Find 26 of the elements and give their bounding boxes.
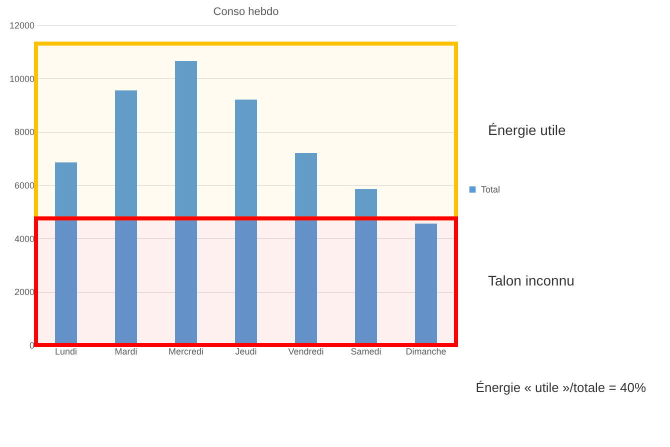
y-tick-label: 2000 xyxy=(14,287,34,298)
x-tick-label: Samedi xyxy=(350,346,382,356)
x-tick-label: Vendredi xyxy=(288,346,324,356)
band-label: Talon inconnu xyxy=(488,272,574,289)
legend-label: Total xyxy=(481,184,500,194)
x-tick-label: Mercredi xyxy=(168,346,204,356)
chart-title: Conso hebdo xyxy=(213,6,279,18)
bar xyxy=(295,153,317,345)
y-tick-label: 10000 xyxy=(9,74,34,84)
y-tick-label: 6000 xyxy=(14,180,34,190)
bar xyxy=(235,100,257,345)
y-tick-label: 4000 xyxy=(14,234,34,244)
bar xyxy=(355,189,377,345)
bar xyxy=(415,224,437,345)
x-tick-label: Mardi xyxy=(114,346,138,356)
y-tick-label: 0 xyxy=(29,340,34,350)
y-tick-label: 12000 xyxy=(9,20,34,30)
bar xyxy=(115,90,137,345)
band-label: Énergie utile xyxy=(488,122,566,138)
bar xyxy=(55,162,77,345)
bar xyxy=(175,61,197,345)
x-tick-label: Dimanche xyxy=(406,346,446,356)
y-tick-label: 8000 xyxy=(14,127,34,138)
x-tick-label: Jeudi xyxy=(235,346,257,356)
x-tick-label: Lundi xyxy=(54,346,78,356)
text: Énergie « utile »/totale = 40% xyxy=(476,380,646,395)
